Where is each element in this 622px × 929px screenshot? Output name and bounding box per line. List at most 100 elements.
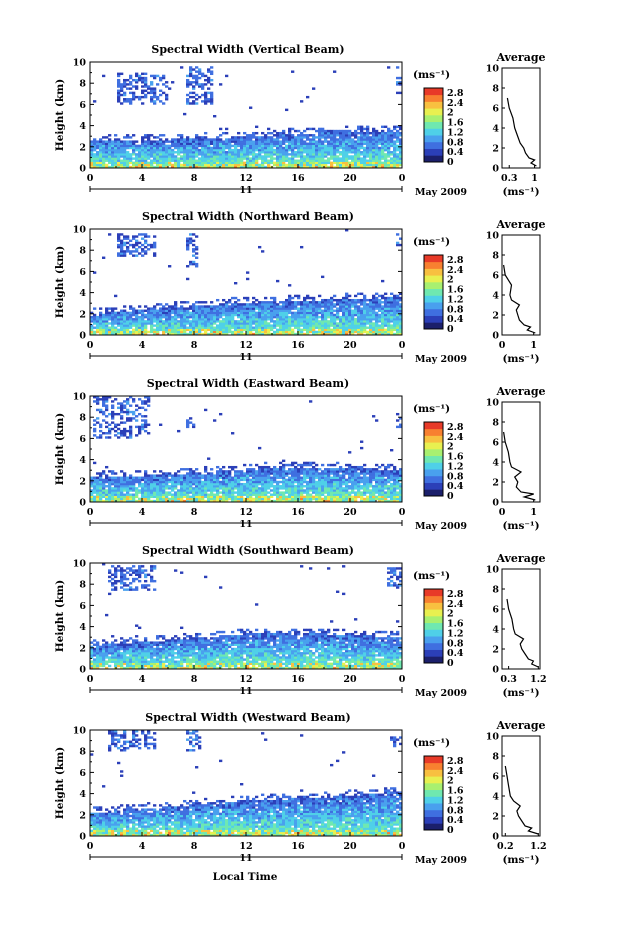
- heatmap-cell: [375, 315, 379, 319]
- heatmap-cell: [219, 326, 223, 329]
- heatmap-cell: [159, 303, 163, 306]
- heatmap-cell: [99, 493, 103, 496]
- colorbar-tick-label: 2: [447, 108, 454, 119]
- heatmap-cell: [219, 142, 223, 145]
- heatmap-cell: [129, 144, 133, 148]
- heatmap-cell: [309, 328, 313, 332]
- heatmap-cell: [264, 491, 268, 494]
- heatmap-cell: [324, 468, 328, 471]
- heatmap-cell: [312, 322, 316, 325]
- heatmap-cell: [207, 328, 211, 332]
- heatmap-cell: [132, 330, 136, 334]
- heatmap-cell: [222, 163, 226, 167]
- heatmap-cell: [105, 307, 109, 310]
- heatmap-cell: [336, 497, 340, 501]
- heatmap-cell: [135, 165, 139, 169]
- heatmap-cell: [297, 307, 301, 310]
- heatmap-cell: [147, 134, 151, 137]
- heatmap-cell: [399, 303, 403, 306]
- heatmap-cell: [186, 421, 190, 424]
- heatmap-cell: [351, 161, 355, 165]
- heatmap-cell: [144, 320, 148, 323]
- heatmap-cell: [357, 159, 361, 162]
- heatmap-cell: [381, 125, 385, 129]
- heatmap-cell: [345, 309, 349, 312]
- heatmap-cell: [303, 472, 307, 475]
- heatmap-cell: [255, 163, 259, 167]
- heatmap-cell: [102, 332, 106, 336]
- heatmap-cell: [108, 485, 112, 488]
- heatmap-cell: [312, 461, 316, 465]
- heatmap-cell: [381, 296, 385, 300]
- heatmap-cell: [240, 472, 244, 475]
- heatmap-cell: [330, 493, 334, 496]
- heatmap-cell: [348, 142, 352, 145]
- heatmap-cell: [165, 478, 169, 482]
- heatmap-cell: [300, 313, 304, 317]
- heatmap-cell: [324, 478, 328, 482]
- heatmap-cell: [252, 478, 256, 482]
- heatmap-cell: [288, 134, 292, 137]
- heatmap-cell: [123, 480, 127, 484]
- heatmap-cell: [90, 478, 94, 482]
- heatmap-cell: [183, 474, 187, 477]
- heatmap-cell: [324, 153, 328, 156]
- heatmap-cell: [261, 301, 265, 304]
- heatmap-cell: [162, 146, 166, 150]
- heatmap-cell: [195, 472, 199, 475]
- heatmap-cell: [252, 131, 256, 135]
- heatmap-cell: [390, 324, 394, 327]
- heatmap-cell: [306, 476, 310, 479]
- heatmap-cell: [333, 482, 337, 486]
- heatmap-cell: [90, 140, 94, 143]
- heatmap-cell: [372, 332, 376, 336]
- heatmap-cell: [90, 142, 94, 145]
- heatmap-cell: [165, 482, 169, 486]
- heatmap-cell: [111, 165, 115, 169]
- heatmap-cell: [138, 328, 142, 332]
- heatmap-cell: [273, 163, 277, 167]
- heatmap-cell: [348, 315, 352, 319]
- heatmap-cell: [114, 146, 118, 150]
- heatmap-cell: [105, 406, 109, 410]
- heatmap-cell: [351, 138, 355, 141]
- heatmap-cell: [189, 421, 193, 424]
- heatmap-cell: [264, 468, 268, 471]
- heatmap-cell: [246, 332, 250, 336]
- heatmap-cell: [330, 155, 334, 158]
- heatmap-cell: [219, 497, 223, 501]
- heatmap-cell: [159, 159, 163, 162]
- heatmap-cell: [396, 318, 400, 321]
- heatmap-cell: [153, 151, 157, 154]
- heatmap-cell: [351, 324, 355, 327]
- heatmap-cell: [120, 239, 124, 243]
- heatmap-cell: [102, 322, 106, 325]
- heatmap-cell: [261, 487, 265, 490]
- heatmap-cell: [114, 472, 118, 475]
- heatmap-cell: [261, 309, 265, 312]
- heatmap-cell: [186, 419, 190, 422]
- heatmap-cell: [237, 307, 241, 310]
- heatmap-cell: [369, 309, 373, 312]
- heatmap-cell: [210, 491, 214, 494]
- heatmap-cell: [285, 318, 289, 321]
- heatmap-cell: [120, 248, 124, 251]
- heatmap-cell: [372, 159, 376, 162]
- heatmap-cell: [222, 153, 226, 156]
- heatmap-cell: [111, 151, 115, 154]
- heatmap-cell: [273, 485, 277, 488]
- heatmap-cell: [255, 140, 259, 143]
- heatmap-cell: [396, 146, 400, 150]
- heatmap-cell: [159, 495, 163, 499]
- heatmap-cell: [228, 151, 232, 154]
- heatmap-cell: [270, 315, 274, 319]
- heatmap-cell: [141, 76, 145, 80]
- heatmap-cell: [258, 165, 262, 169]
- heatmap-cell: [102, 499, 106, 503]
- heatmap-cell: [390, 303, 394, 306]
- heatmap-cell: [117, 138, 121, 141]
- heatmap-cell: [303, 155, 307, 158]
- heatmap-cell: [207, 487, 211, 490]
- heatmap-cell: [189, 330, 193, 334]
- heatmap-cell: [246, 165, 250, 169]
